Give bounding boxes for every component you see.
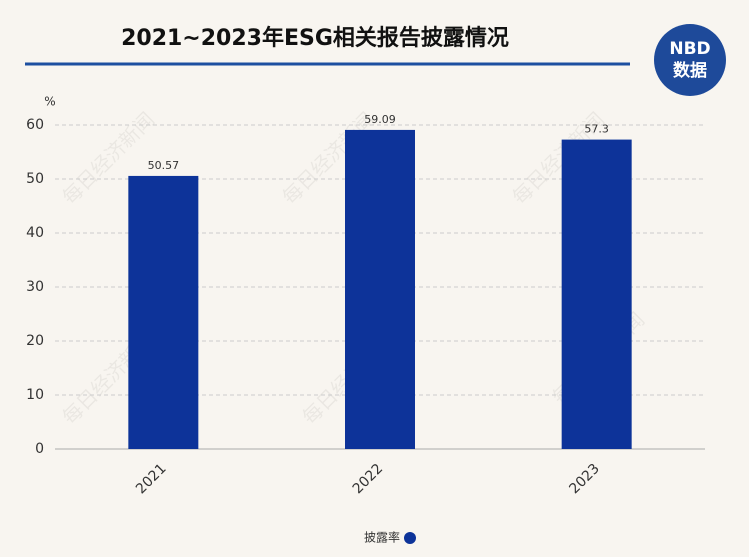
y-tick-label: 30 [26, 279, 44, 295]
data-label: 50.57 [148, 159, 180, 172]
chart-title: 2021~2023年ESG相关报告披露情况 [121, 25, 509, 51]
logo-bottom: 数据 [673, 60, 707, 81]
bar [561, 139, 632, 449]
y-tick-label: 40 [26, 225, 44, 241]
y-tick-label: 60 [26, 117, 44, 133]
y-tick-label: 20 [26, 333, 44, 349]
y-unit: % [44, 95, 55, 109]
legend-label: 披露率 [364, 530, 400, 545]
y-tick-label: 50 [26, 171, 44, 187]
y-tick-label: 10 [26, 387, 44, 403]
logo-badge [654, 24, 726, 96]
bar [345, 129, 415, 449]
legend-swatch [404, 532, 416, 544]
logo-top: NBD [669, 39, 710, 59]
y-tick-label: 0 [35, 441, 44, 457]
data-label: 59.09 [364, 113, 396, 126]
bar [128, 175, 199, 449]
data-label: 57.3 [584, 123, 609, 136]
